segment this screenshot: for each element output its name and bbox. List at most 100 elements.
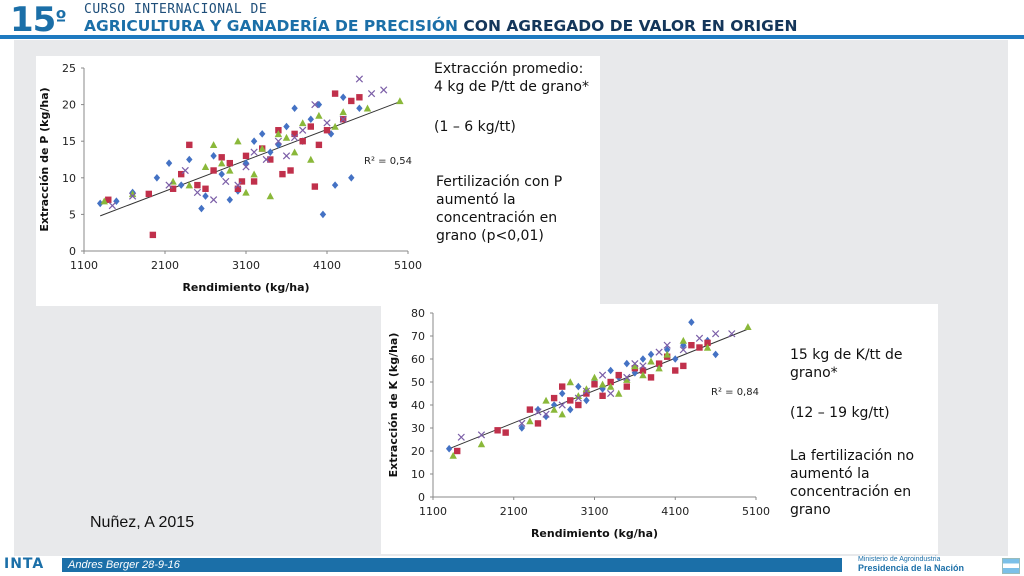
data-point	[567, 397, 574, 404]
data-point	[259, 130, 266, 138]
data-point	[266, 192, 274, 200]
data-point	[728, 330, 736, 338]
data-point	[567, 405, 574, 414]
data-point	[226, 159, 233, 167]
data-point	[380, 86, 388, 94]
x-tick-label: 1100	[419, 505, 447, 518]
data-point	[210, 167, 217, 174]
data-point	[623, 373, 631, 382]
data-point	[234, 137, 242, 145]
data-point	[647, 357, 655, 365]
y-tick-label: 10	[62, 172, 76, 185]
data-point	[201, 163, 210, 171]
y-tick-label: 15	[62, 135, 76, 148]
data-point	[598, 380, 607, 388]
phosphorus-panel: 0 5 10 15 20 25 1100 2100 3100 4100 5100 Rendimient…	[36, 56, 600, 306]
data-point	[210, 152, 217, 160]
data-point	[574, 392, 583, 399]
data-point	[339, 115, 347, 123]
data-point	[542, 410, 550, 418]
footer-bar	[62, 558, 842, 572]
data-point	[599, 392, 606, 399]
x-tick-label: 2100	[151, 259, 179, 272]
p-text-line-5: aumentó la	[436, 192, 516, 208]
data-point	[688, 318, 695, 326]
data-point	[165, 159, 173, 167]
data-point	[615, 371, 622, 379]
p-text-line-1: Extracción promedio:	[434, 61, 584, 77]
data-point	[574, 394, 582, 402]
data-point	[639, 362, 647, 370]
data-point	[695, 334, 704, 342]
data-point	[315, 111, 323, 119]
data-point	[607, 378, 614, 386]
data-point	[274, 130, 283, 138]
data-point	[348, 174, 355, 182]
data-point	[108, 201, 116, 210]
data-point	[356, 94, 363, 101]
data-point	[680, 362, 687, 370]
data-point	[598, 371, 607, 379]
data-point	[307, 123, 314, 130]
data-point	[128, 192, 137, 200]
x-tick-label: 3100	[581, 505, 609, 518]
k-text-line-6: concentración en	[790, 484, 912, 500]
data-point	[575, 401, 582, 409]
data-point	[218, 159, 226, 167]
header-rule	[0, 35, 1024, 39]
data-point	[287, 167, 294, 174]
y-tick-label: 80	[411, 307, 425, 320]
data-point	[550, 405, 558, 413]
data-point	[339, 108, 347, 116]
data-point	[672, 355, 679, 363]
data-point	[282, 133, 291, 141]
data-point	[290, 133, 299, 142]
data-point	[526, 406, 534, 413]
data-point	[283, 122, 290, 131]
data-point	[307, 155, 315, 163]
data-point	[631, 359, 639, 368]
data-point	[712, 330, 720, 338]
course-title-line2: AGRICULTURA Y GANADERÍA DE PRECISIÓN CON…	[84, 17, 798, 35]
data-point	[367, 89, 376, 98]
data-point	[209, 141, 218, 149]
data-point	[550, 394, 558, 402]
y-tick-label: 60	[411, 353, 425, 366]
data-point	[242, 163, 250, 171]
data-point	[105, 196, 112, 203]
data-point	[615, 389, 623, 397]
data-point	[165, 181, 173, 189]
course-number: 15º	[10, 0, 67, 40]
data-point	[688, 342, 695, 349]
trendline	[448, 328, 749, 450]
data-point	[363, 104, 372, 112]
data-point	[526, 417, 534, 425]
data-point	[250, 178, 258, 185]
data-point	[242, 159, 250, 167]
data-point	[100, 197, 108, 205]
potassium-chart: 0 10 20 30 40 50 60 70 80 1100 2100 3100 4100 5100 Ren…	[387, 307, 770, 540]
data-point	[647, 350, 655, 359]
x-tick-label: 3100	[232, 259, 260, 272]
data-point	[186, 155, 193, 164]
data-point	[631, 362, 639, 370]
data-point	[348, 97, 355, 105]
data-point	[226, 195, 233, 204]
trendline	[100, 101, 401, 217]
k-text-line-1: 15 kg de K/tt de	[790, 347, 903, 363]
y-tick-label: 0	[69, 245, 76, 258]
data-point	[202, 192, 209, 200]
data-point	[582, 387, 591, 395]
k-text-line-2: grano*	[790, 365, 838, 381]
x-tick-label: 2100	[500, 505, 528, 518]
data-point	[356, 104, 363, 113]
data-point	[323, 119, 331, 127]
data-point	[250, 148, 258, 156]
data-point	[307, 115, 314, 124]
k-text-line-3: (12 – 19 kg/tt)	[790, 405, 890, 421]
data-point	[311, 100, 319, 109]
data-point	[299, 126, 307, 134]
data-point	[290, 148, 299, 156]
data-point	[226, 166, 234, 174]
data-point	[181, 166, 189, 175]
